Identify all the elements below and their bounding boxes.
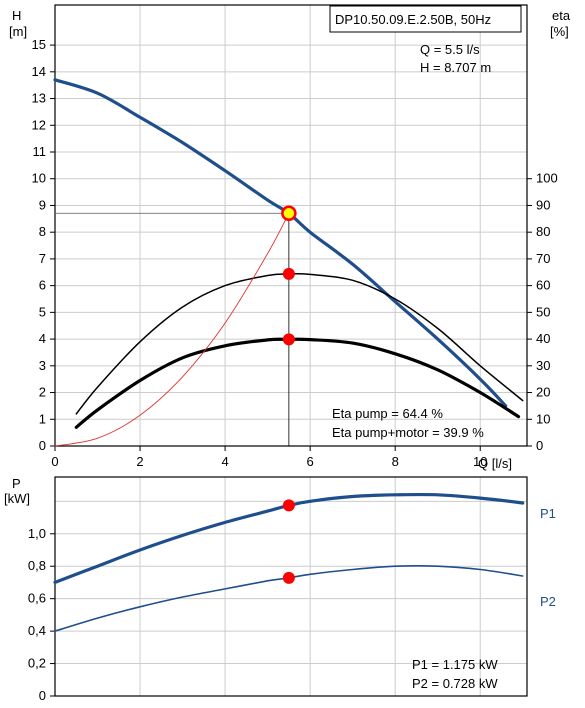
- y-axis-unit-p: [kW]: [4, 491, 30, 506]
- h-annotation: H = 8.707 m: [420, 60, 491, 75]
- y-tick-label: 3: [39, 358, 46, 373]
- y2-tick-label: 0: [536, 438, 543, 453]
- p1-legend: P1: [540, 506, 556, 521]
- y2-tick-label: 10: [536, 411, 550, 426]
- y2-tick-label: 20: [536, 385, 550, 400]
- x-tick-label: 10: [473, 454, 487, 469]
- y-tick-label: 0,2: [28, 656, 46, 671]
- p1-marker: [282, 499, 295, 512]
- y-tick-label: 5: [39, 304, 46, 319]
- x-tick-label: 0: [51, 454, 58, 469]
- y-tick-label: 0,4: [28, 623, 46, 638]
- system-curve: [54, 212, 290, 447]
- y-axis-label-p: P: [12, 476, 21, 491]
- y-tick-label: 12: [32, 117, 46, 132]
- y-tick-label: 4: [39, 331, 46, 346]
- x-tick-label: 4: [221, 454, 228, 469]
- y-tick-label: 0,6: [28, 591, 46, 606]
- p2-annotation: P2 = 0.728 kW: [412, 676, 498, 691]
- y2-tick-label: 60: [536, 278, 550, 293]
- h-curve: [53, 78, 508, 408]
- eta-pump-annotation: Eta pump = 64.4 %: [332, 406, 443, 421]
- y2-tick-label: 70: [536, 251, 550, 266]
- y2-axis-unit-eta: [%]: [550, 24, 569, 39]
- y-tick-label: 10: [32, 171, 46, 186]
- x-tick-label: 8: [392, 454, 399, 469]
- y-tick-label: 1: [39, 411, 46, 426]
- y-tick-label: 6: [39, 278, 46, 293]
- bottom-axes: 0 0,2 0,4 0,6 0,8 1,0: [28, 476, 528, 703]
- top-axes: 0123456789101112131415010203040506070809…: [32, 4, 558, 469]
- y-tick-label: 0: [39, 688, 46, 703]
- y2-tick-label: 90: [536, 197, 550, 212]
- y-tick-label: 8: [39, 224, 46, 239]
- top-series: [53, 78, 524, 447]
- y2-tick-label: 100: [536, 171, 558, 186]
- x-axis-label: Q [l/s]: [478, 456, 512, 471]
- y-tick-label: 7: [39, 251, 46, 266]
- x-tick-label: 6: [307, 454, 314, 469]
- bottom-grid: [55, 477, 527, 696]
- y-tick-label: 2: [39, 385, 46, 400]
- y2-tick-label: 80: [536, 224, 550, 239]
- y-axis-label-h: H: [12, 8, 21, 23]
- eta-total-annotation: Eta pump+motor = 39.9 %: [332, 425, 484, 440]
- y-tick-label: 15: [32, 37, 46, 52]
- x-tick-label: 2: [136, 454, 143, 469]
- p2-legend: P2: [540, 594, 556, 609]
- bottom-series: [53, 492, 525, 632]
- bottom-plot-frame: [54, 476, 528, 697]
- title-box: [329, 5, 522, 33]
- y2-tick-label: 30: [536, 358, 550, 373]
- y-tick-label: 9: [39, 197, 46, 212]
- p1-annotation: P1 = 1.175 kW: [412, 657, 498, 672]
- eta-total-marker: [282, 333, 295, 346]
- y-axis-unit-h: [m]: [9, 24, 27, 39]
- eta-pump-marker: [282, 267, 295, 280]
- q-annotation: Q = 5.5 l/s: [420, 42, 480, 57]
- y-tick-label: 1,0: [28, 526, 46, 541]
- y-tick-label: 11: [33, 144, 47, 159]
- y-tick-label: 0: [39, 438, 46, 453]
- y2-axis-label-eta: eta: [552, 8, 571, 23]
- chart-title: DP10.50.09.E.2.50B, 50Hz: [335, 12, 491, 27]
- top-plot-frame: [54, 4, 528, 447]
- y2-tick-label: 40: [536, 331, 550, 346]
- p2-marker: [282, 571, 295, 584]
- y-tick-label: 14: [32, 64, 46, 79]
- y-tick-label: 13: [32, 91, 46, 106]
- operating-point-marker: [281, 205, 297, 222]
- y2-tick-label: 50: [536, 304, 550, 319]
- y-tick-label: 0,8: [28, 558, 46, 573]
